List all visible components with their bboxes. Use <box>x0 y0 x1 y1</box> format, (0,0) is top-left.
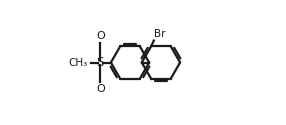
Text: O: O <box>96 84 105 94</box>
Text: S: S <box>97 56 104 69</box>
Text: CH₃: CH₃ <box>68 58 88 68</box>
Text: Br: Br <box>154 29 165 39</box>
Text: O: O <box>96 31 105 41</box>
